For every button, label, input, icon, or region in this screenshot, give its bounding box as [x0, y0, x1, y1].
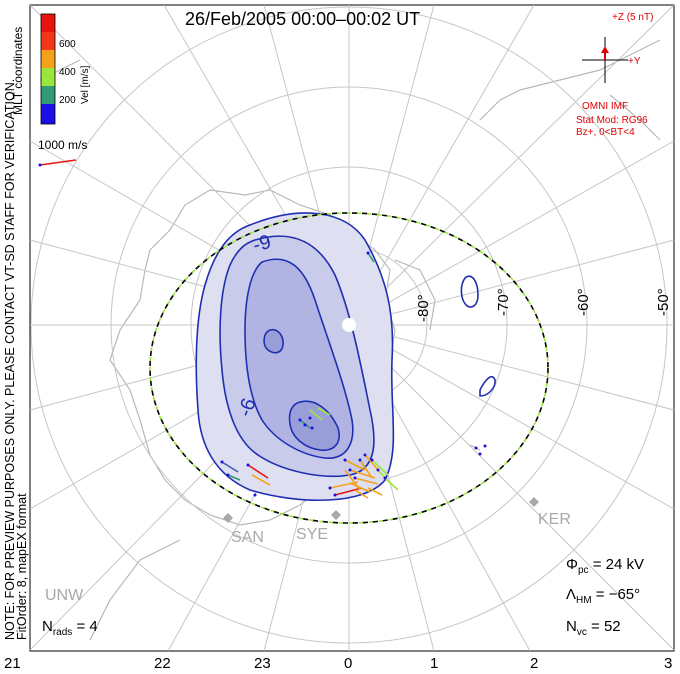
stat-nvc-symbol: N — [566, 618, 577, 635]
hm-boundary — [149, 212, 549, 524]
velocity-vectors — [39, 159, 399, 499]
site-label-unw: UNW — [45, 587, 84, 604]
contour-5 — [263, 328, 284, 354]
mlt-label-23: 23 — [254, 655, 271, 672]
colorbar-tick-200: 200 — [59, 95, 76, 106]
stat-lambda: ΛHM = −65° — [566, 586, 640, 606]
lat-label-80: -80° — [415, 294, 432, 322]
lat-label-60: -60° — [575, 288, 592, 316]
contour-small-1 — [460, 275, 479, 308]
stat-nvc-value: = 52 — [591, 618, 621, 635]
imf-y-label: +Y — [628, 56, 641, 67]
vector-scale-label: 1000 m/s — [38, 138, 88, 152]
radar-site-markers — [223, 497, 539, 523]
contour-3 — [244, 258, 354, 459]
stat-nrads: Nrads = 4 — [42, 618, 98, 638]
stat-nrads-symbol: N — [42, 618, 53, 635]
mlt-label-1: 1 — [430, 655, 439, 672]
imf-source: OMNI IMF — [582, 101, 629, 112]
stat-nrads-value: = 4 — [76, 618, 98, 635]
contour-small-2 — [479, 375, 496, 397]
stat-lambda-sub: HM — [576, 595, 592, 606]
stat-phi-sub: pc — [577, 565, 589, 576]
fit-order-note: FitOrder: 8, mapEX format — [15, 493, 29, 640]
preview-note: NOTE: FOR PREVIEW PURPOSES ONLY. PLEASE … — [3, 79, 17, 640]
map-title: 26/Feb/2005 00:00–00:02 UT — [185, 9, 421, 29]
imf-z-label: +Z (5 nT) — [612, 12, 654, 23]
stat-lambda-symbol: Λ — [566, 586, 577, 603]
mlt-label-22: 22 — [154, 655, 171, 672]
vector-origin-dots — [38, 163, 487, 497]
colorbar-label: Vel [m/s] — [80, 65, 91, 104]
stat-phi-symbol: Φ — [566, 556, 578, 573]
imf-condition: Bz+, 0<BT<4 — [576, 127, 635, 138]
site-label-ker: KER — [538, 511, 571, 528]
site-label-san: SAN — [231, 529, 264, 546]
imf-dial — [582, 37, 628, 83]
mlt-label-0: 0 — [344, 655, 353, 672]
colorbar-tick-400: 400 — [59, 67, 76, 78]
coord-label: MLT coordinates — [11, 27, 25, 115]
stat-phi-value: = 24 kV — [592, 556, 644, 573]
pole-marker — [342, 318, 356, 332]
mlt-label-2: 2 — [530, 655, 539, 672]
lat-label-50: -50° — [655, 288, 672, 316]
mlt-label-3: 3 — [664, 655, 673, 672]
velocity-colorbar — [40, 13, 56, 125]
lat-label-70: -70° — [495, 288, 512, 316]
mlt-label-21: 21 — [4, 655, 21, 672]
stat-nvc: Nvc = 52 — [566, 618, 621, 638]
stat-nvc-sub: vc — [576, 627, 587, 638]
imf-model: Stat Mod: RG96 — [576, 115, 648, 126]
stat-phi: Φpc = 24 kV — [566, 556, 644, 576]
stat-nrads-sub: rads — [52, 627, 73, 638]
stat-lambda-value: = −65° — [595, 586, 641, 603]
potential-contours — [195, 212, 496, 502]
site-label-sye: SYE — [296, 526, 329, 543]
contour-label-1: -9 — [251, 231, 274, 257]
colorbar-tick-600: 600 — [59, 39, 76, 50]
